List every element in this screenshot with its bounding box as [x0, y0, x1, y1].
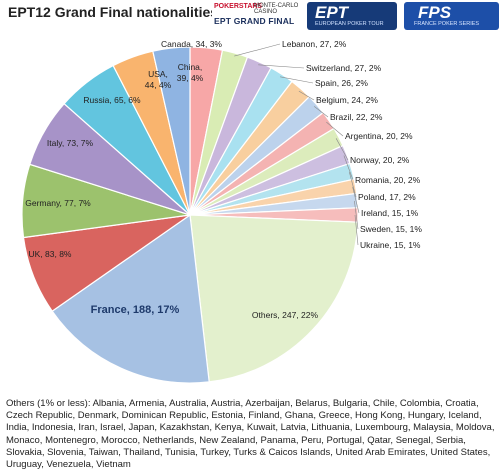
slice-label: Poland, 17, 2% [358, 192, 416, 202]
sponsor-logos: POKERSTARS MONTE-CARLO CASINO EPT GRAND … [212, 2, 501, 32]
pie-slice-france [51, 213, 210, 384]
casino-brand: MONTE-CARLO CASINO [254, 3, 299, 15]
slice-label: USA, 44, 4% [145, 69, 172, 90]
ept-logo: EPT EUROPEAN POKER TOUR [307, 2, 397, 30]
pie-slice-china [152, 46, 191, 216]
ept-grand-final-caption: EPT GRAND FINAL [214, 16, 295, 26]
leader-line [335, 138, 349, 161]
leader-line [354, 214, 359, 246]
leader-line [343, 155, 354, 181]
slice-label: Switzerland, 27, 2% [306, 63, 382, 73]
slice-label: Norway, 20, 2% [350, 155, 410, 165]
leader-line [280, 76, 314, 84]
slice-label: Brazil, 22, 2% [330, 112, 383, 122]
fps-tagline: FRANCE POKER SERIES [414, 21, 480, 27]
slice-label: Canada, 34, 3% [161, 39, 222, 49]
slice-label: UK, 83, 8% [29, 249, 72, 259]
pokerstars-brand: POKERSTARS [214, 3, 263, 10]
pie-slices [21, 46, 359, 384]
leader-line [234, 43, 281, 57]
chart-title: EPT12 Grand Final nationalities [8, 4, 219, 20]
fps-logo: FPS FRANCE POKER SERIES [404, 2, 499, 30]
pokerstars-logo: POKERSTARS MONTE-CARLO CASINO EPT GRAND … [212, 2, 300, 30]
slice-label: Ireland, 15, 1% [361, 208, 419, 218]
slice-label: France, 188, 17% [91, 304, 180, 316]
fps-mark: FPS [418, 3, 452, 22]
pie-slice-others [189, 214, 359, 383]
slice-label: Italy, 73, 7% [47, 138, 94, 148]
ept-tagline: EUROPEAN POKER TOUR [315, 21, 384, 27]
slice-label: Others, 247, 22% [252, 310, 319, 320]
slice-labels: Canada, 34, 3% Lebanon, 27, 2% Switzerland… [25, 39, 422, 320]
slice-label: Lebanon, 27, 2% [282, 39, 347, 49]
pie-chart: Canada, 34, 3% Lebanon, 27, 2% Switzerland… [21, 39, 422, 384]
leader-lines [234, 43, 360, 246]
slice-label: Ukraine, 15, 1% [360, 240, 421, 250]
leader-line [349, 172, 357, 198]
leader-line [352, 186, 360, 214]
slice-label: Spain, 26, 2% [315, 78, 368, 88]
leader-line [314, 106, 329, 118]
slice-label: China, 39, 4% [177, 62, 204, 83]
slice-label: Russia, 65, 6% [83, 95, 141, 105]
leader-line [298, 90, 315, 101]
leader-line [326, 121, 344, 137]
slice-label: Sweden, 15, 1% [360, 224, 422, 234]
slice-label: Romania, 20, 2% [355, 175, 421, 185]
slice-label: Belgium, 24, 2% [316, 95, 378, 105]
slice-label: Argentina, 20, 2% [345, 131, 413, 141]
others-footnote: Others (1% or less): Albania, Armenia, A… [6, 398, 495, 471]
leader-line [354, 200, 359, 230]
ept-mark: EPT [315, 3, 349, 22]
slice-label: Germany, 77, 7% [25, 198, 91, 208]
leader-line [258, 64, 305, 69]
